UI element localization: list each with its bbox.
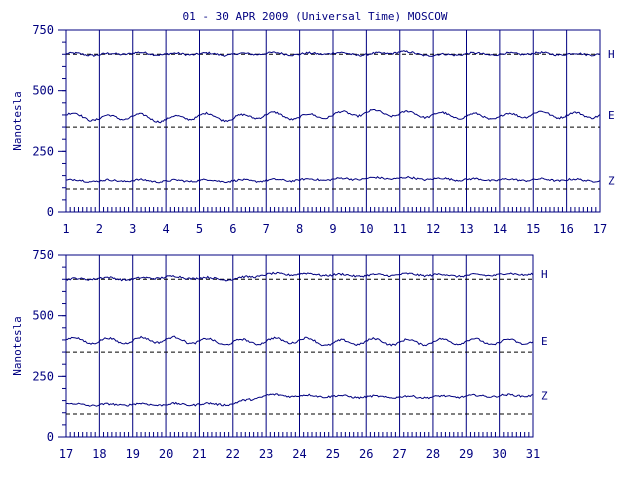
series-label-e: E (541, 335, 548, 348)
series-label-z: Z (608, 174, 615, 187)
y-axis-label: Nanotesla (11, 91, 24, 151)
panel-2: 17 18 19 20 21 22 23 24 25 26 27 28 29 30 31 0 250 500 750… (11, 248, 548, 461)
x-tick-label: 11 (393, 222, 407, 236)
x-tick-label: 17 (593, 222, 607, 236)
x-tick-label: 6 (229, 222, 236, 236)
x-tick-label: 30 (492, 447, 506, 461)
x-tick-label: 22 (226, 447, 240, 461)
y-tick-label: 500 (32, 84, 54, 98)
x-tick-label: 15 (526, 222, 540, 236)
x-tick-label: 12 (426, 222, 440, 236)
series-label-h: H (608, 48, 615, 61)
series-label-e: E (608, 109, 615, 122)
trace-z (65, 393, 534, 407)
y-tick-label: 500 (32, 309, 54, 323)
x-tick-label: 8 (296, 222, 303, 236)
x-tick-label: 26 (359, 447, 373, 461)
x-tick-label: 20 (159, 447, 173, 461)
y-tick-label: 0 (47, 430, 54, 444)
x-tick-label: 14 (493, 222, 507, 236)
trace-e (65, 109, 601, 124)
chart-title: 01 - 30 APR 2009 (Universal Time) MOSCOW (183, 10, 448, 23)
x-tick-label: 27 (392, 447, 406, 461)
trace-e (65, 335, 534, 347)
x-tick-label: 28 (426, 447, 440, 461)
panels: 1 2 3 4 5 6 7 8 9 10 11 12 13 14 15 16 170250500750Nanot… (11, 23, 615, 461)
x-tick-label: 25 (326, 447, 340, 461)
x-tick-label: 10 (359, 222, 373, 236)
y-axis-label: Nanotesla (11, 316, 24, 376)
y-tick-label: 0 (47, 205, 54, 219)
trace-z (65, 175, 601, 184)
trace-h (65, 50, 601, 57)
x-tick-label: 7 (263, 222, 270, 236)
x-tick-label: 21 (192, 447, 206, 461)
x-tick-label: 4 (163, 222, 170, 236)
x-tick-label: 16 (559, 222, 573, 236)
x-tick-label: 9 (329, 222, 336, 236)
x-tick-label: 31 (526, 447, 540, 461)
x-tick-label: 24 (292, 447, 306, 461)
trace-h (65, 271, 534, 282)
panel-1: 1 2 3 4 5 6 7 8 9 10 11 12 13 14 15 16 170250500750Nanot… (11, 23, 615, 236)
x-tick-label: 1 (62, 222, 69, 236)
series-label-z: Z (541, 389, 548, 402)
x-tick-label: 17 (59, 447, 73, 461)
y-tick-label: 750 (32, 248, 54, 262)
y-tick-label: 250 (32, 369, 54, 383)
x-tick-label: 29 (459, 447, 473, 461)
y-tick-label: 750 (32, 23, 54, 37)
x-tick-label: 19 (125, 447, 139, 461)
x-tick-label: 2 (96, 222, 103, 236)
x-tick-label: 18 (92, 447, 106, 461)
x-tick-label: 13 (459, 222, 473, 236)
series-label-h: H (541, 268, 548, 281)
x-tick-label: 3 (129, 222, 136, 236)
x-tick-label: 23 (259, 447, 273, 461)
x-tick-label: 5 (196, 222, 203, 236)
y-tick-label: 250 (32, 144, 54, 158)
